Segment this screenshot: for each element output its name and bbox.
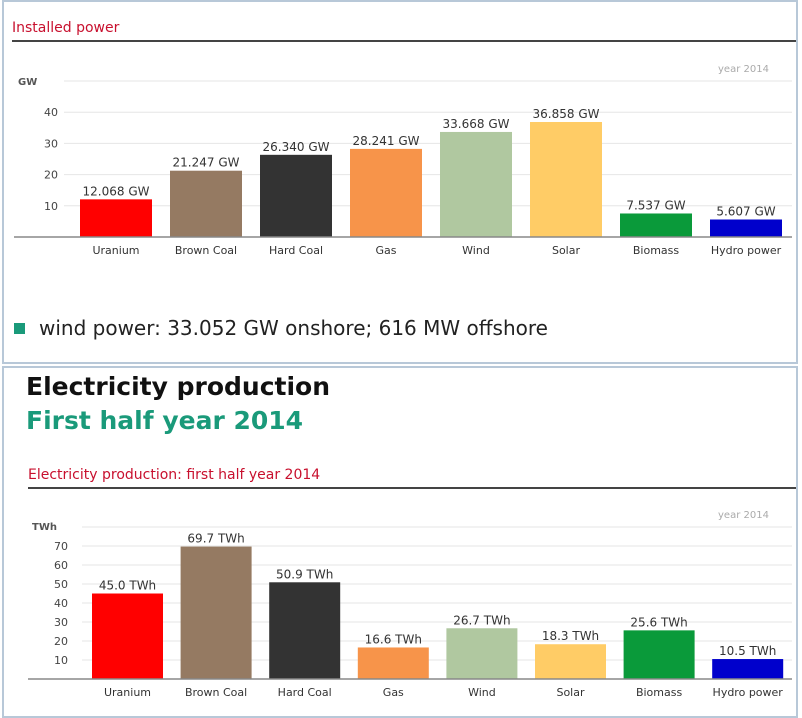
bar-uranium [80,199,152,237]
bar-hydro-power [710,219,782,237]
data-label: 5.607 GW [716,205,775,219]
bar-brown-coal [180,546,252,679]
bar-hard-coal [269,582,341,679]
data-label: 26.7 TWh [453,613,510,627]
data-label: 33.668 GW [443,117,510,131]
bar-solar [535,644,606,679]
x-tick-label: Hard Coal [278,686,332,699]
x-tick-label: Hard Coal [269,244,323,257]
data-label: 7.537 GW [626,198,685,212]
y-tick-label: 10 [44,200,58,213]
year-annotation: year 2014 [718,510,769,521]
x-tick-label: Solar [552,244,581,257]
bar-biomass [620,213,692,237]
data-label: 21.247 GW [173,156,240,170]
x-tick-label: Hydro power [711,244,782,257]
installed-power-heading: Installed power [12,20,120,36]
y-tick-label: 10 [54,654,68,667]
x-tick-label: Biomass [633,244,680,257]
data-label: 26.340 GW [263,140,330,154]
y-tick-label: 30 [54,616,68,629]
heading-rule [12,40,796,42]
data-label: 28.241 GW [353,134,420,148]
x-tick-label: Wind [468,686,496,699]
x-tick-label: Brown Coal [175,244,237,257]
y-axis-unit: GW [18,77,37,88]
bar-gas [357,647,429,679]
data-label: 18.3 TWh [542,629,599,643]
x-tick-label: Gas [383,686,404,699]
x-tick-label: Brown Coal [185,686,247,699]
production-subtitle: First half year 2014 [26,406,304,435]
bar-wind [446,628,518,679]
bar-hard-coal [260,154,332,237]
y-tick-label: 40 [54,597,68,610]
installed-power-chart: 10 20 30 40 GW 12.068 GW Uranium 21.247 GW Brown… [14,77,792,257]
y-tick-label: 30 [44,137,58,150]
x-tick-label: Uranium [92,244,139,257]
bar-brown-coal [170,170,242,237]
x-tick-label: Biomass [636,686,683,699]
x-tick-label: Uranium [104,686,151,699]
electricity-production-panel [2,366,798,718]
legend-square-icon [14,322,25,334]
heading-rule [28,487,796,489]
data-label: 25.6 TWh [630,615,687,629]
data-label: 16.6 TWh [365,632,422,646]
y-axis-unit: TWh [32,522,57,533]
bar-solar [530,122,602,237]
x-tick-label: Solar [556,686,585,699]
bar-uranium [92,593,163,679]
bar-wind [440,131,512,237]
production-title: Electricity production [26,372,331,401]
y-tick-label: 70 [54,540,68,553]
bar-biomass [623,630,695,679]
x-tick-label: Wind [462,244,490,257]
data-label: 50.9 TWh [276,567,333,581]
data-label: 69.7 TWh [187,532,244,546]
legend-wind-note: wind power: 33.052 GW onshore; 616 MW of… [14,316,548,340]
y-tick-label: 40 [44,106,58,119]
data-label: 12.068 GW [83,184,150,198]
y-tick-label: 60 [54,559,68,572]
x-tick-label: Hydro power [713,686,784,699]
bar-hydro-power [712,659,784,679]
x-tick-label: Gas [376,244,397,257]
year-annotation: year 2014 [718,64,769,75]
wind-note-text: wind power: 33.052 GW onshore; 616 MW of… [39,316,548,340]
production-heading: Electricity production: first half year … [28,467,321,483]
data-label: 36.858 GW [533,107,600,121]
data-label: 45.0 TWh [99,579,156,593]
installed-power-panel [2,0,798,364]
y-tick-label: 50 [54,578,68,591]
bar-gas [350,148,422,237]
y-tick-label: 20 [44,169,58,182]
data-label: 10.5 TWh [719,644,776,658]
y-tick-label: 20 [54,635,68,648]
